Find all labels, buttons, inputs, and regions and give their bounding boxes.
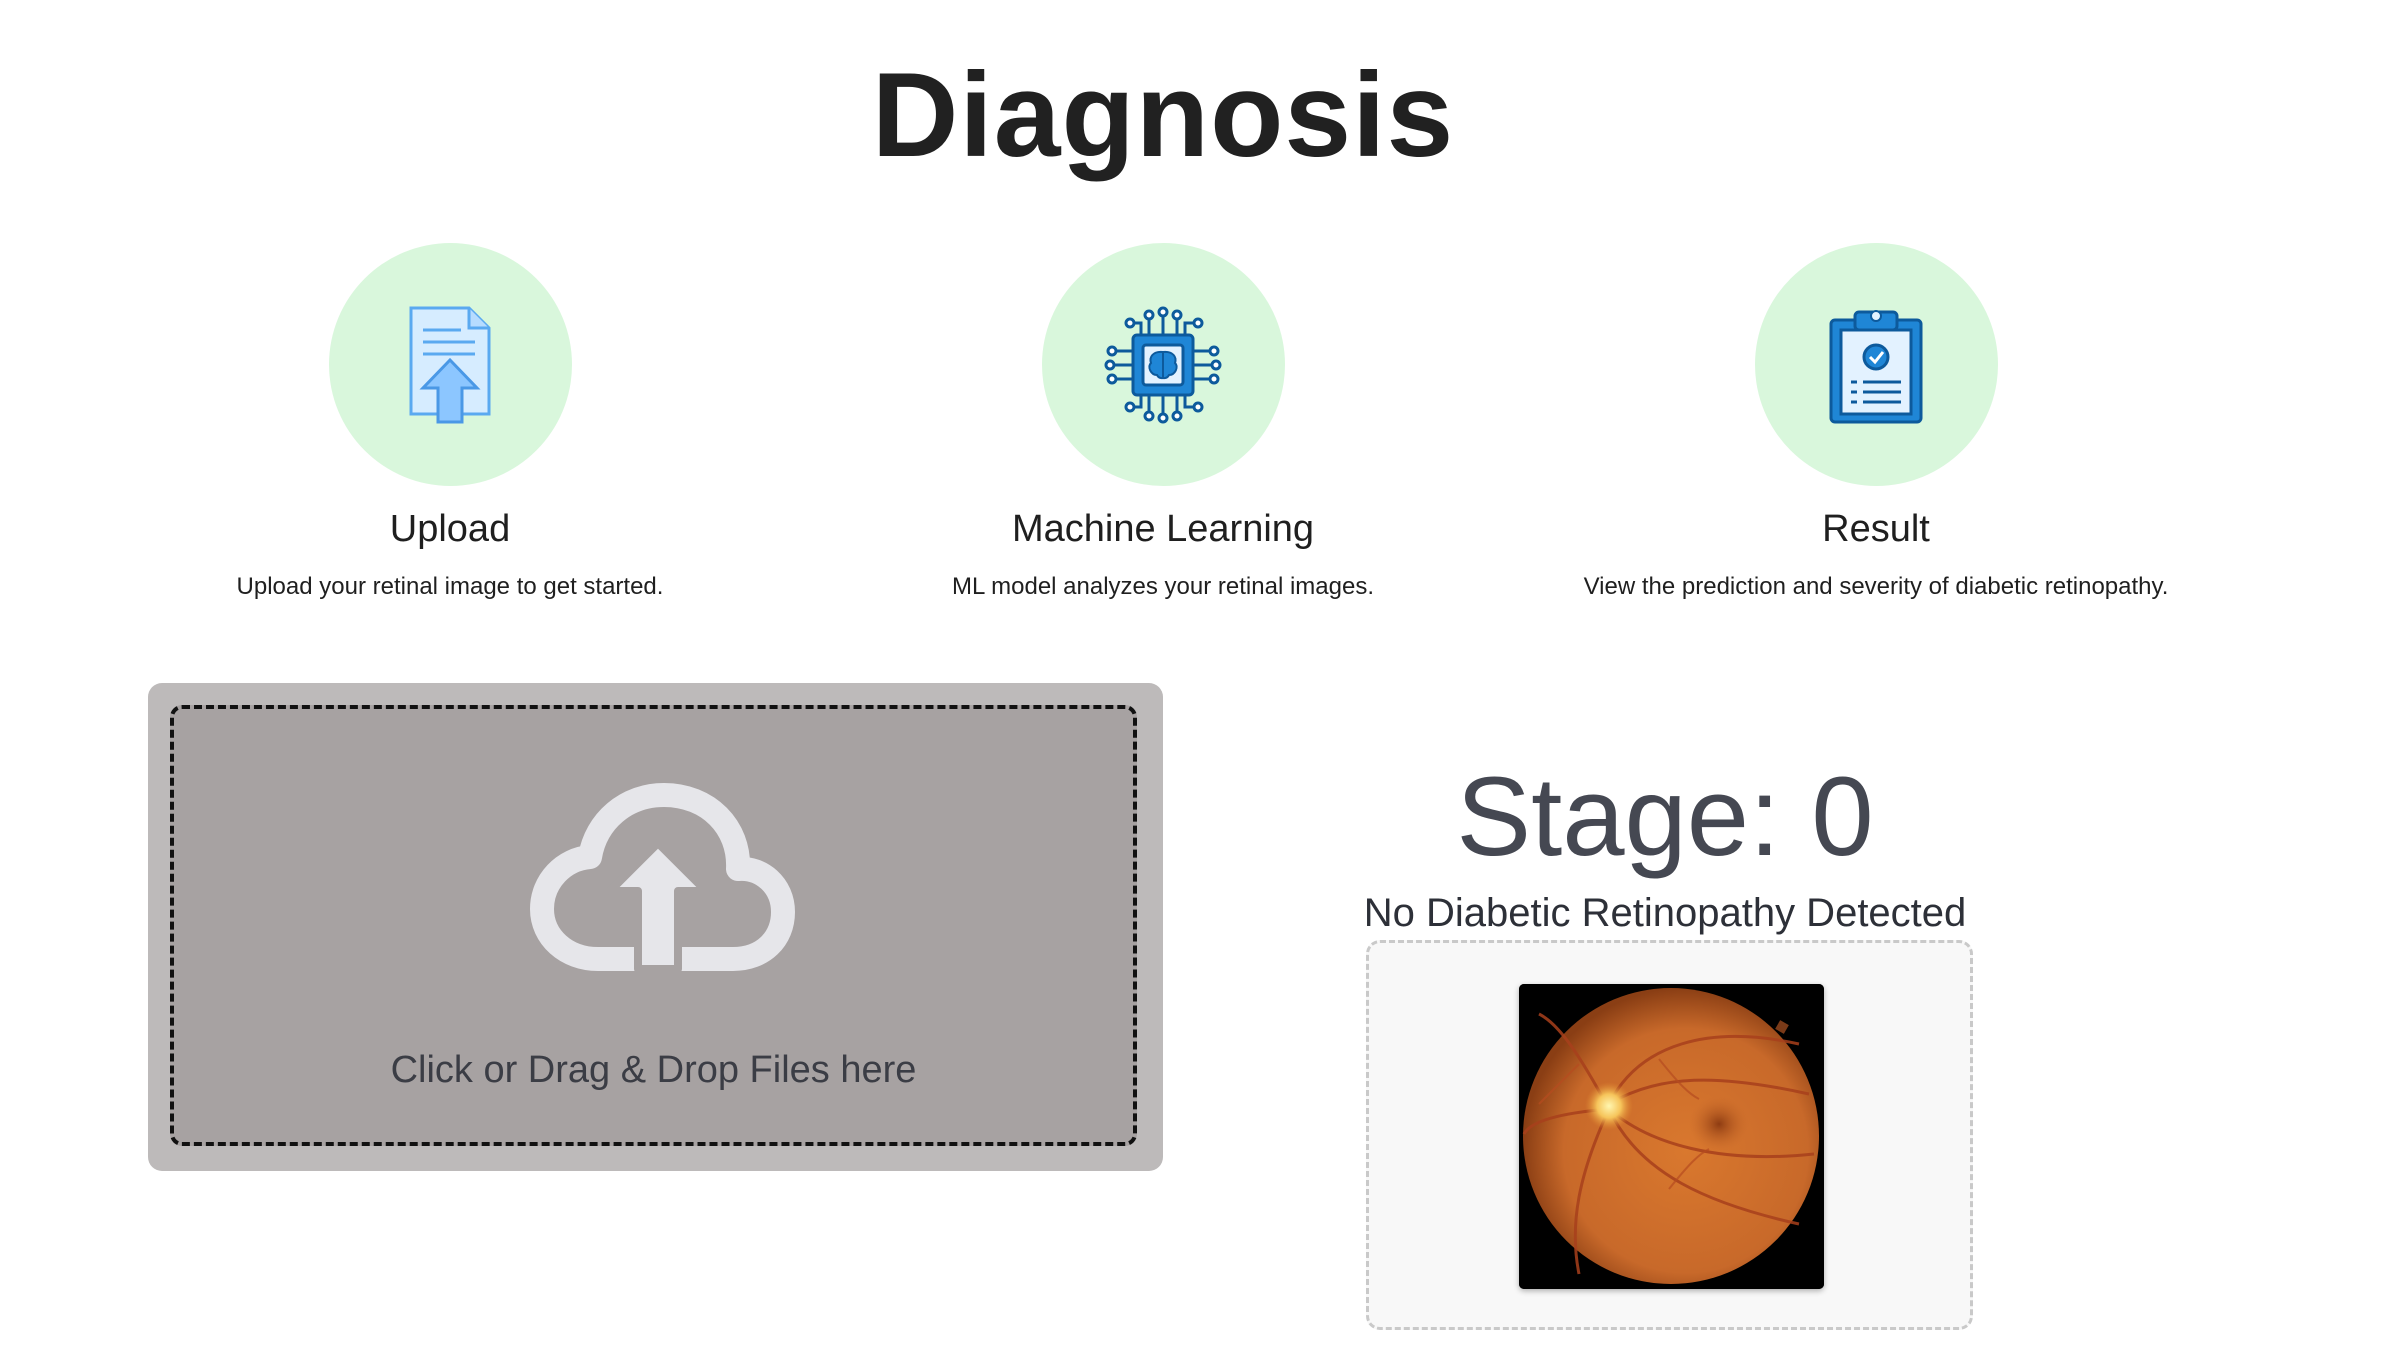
retinal-fundus-image — [1519, 984, 1824, 1289]
cloud-upload-icon — [530, 783, 795, 979]
file-drop-zone[interactable]: Click or Drag & Drop Files here — [170, 705, 1137, 1146]
step-upload-circle — [328, 243, 572, 486]
step-machine-learning: Machine Learning ML model analyzes your … — [713, 243, 1613, 602]
retina-image — [1519, 984, 1824, 1289]
image-preview-box — [1366, 940, 1973, 1330]
step-upload-title: Upload — [389, 508, 511, 550]
step-result: Result View the prediction and severity … — [1426, 243, 2326, 602]
upload-document-icon — [409, 306, 491, 424]
stage-description: No Diabetic Retinopathy Detected — [1363, 891, 1967, 935]
upload-panel: Click or Drag & Drop Files here — [148, 683, 1163, 1171]
clipboard-result-icon — [1829, 310, 1923, 424]
step-result-description: View the prediction and severity of diab… — [1583, 573, 2169, 600]
step-result-circle — [1754, 243, 1998, 486]
step-ml-circle — [1041, 243, 1285, 486]
step-ml-description: ML model analyzes your retinal images. — [952, 573, 1374, 600]
step-upload: Upload Upload your retinal image to get … — [0, 243, 900, 602]
stage-result: Stage: 0 — [1456, 754, 1874, 879]
page-title: Diagnosis — [871, 48, 1455, 182]
step-result-title: Result — [1822, 508, 1930, 550]
step-upload-description: Upload your retinal image to get started… — [236, 573, 664, 600]
ai-brain-chip-icon — [1104, 306, 1222, 423]
drop-zone-label: Click or Drag & Drop Files here — [390, 1049, 917, 1091]
step-ml-title: Machine Learning — [1011, 508, 1315, 550]
